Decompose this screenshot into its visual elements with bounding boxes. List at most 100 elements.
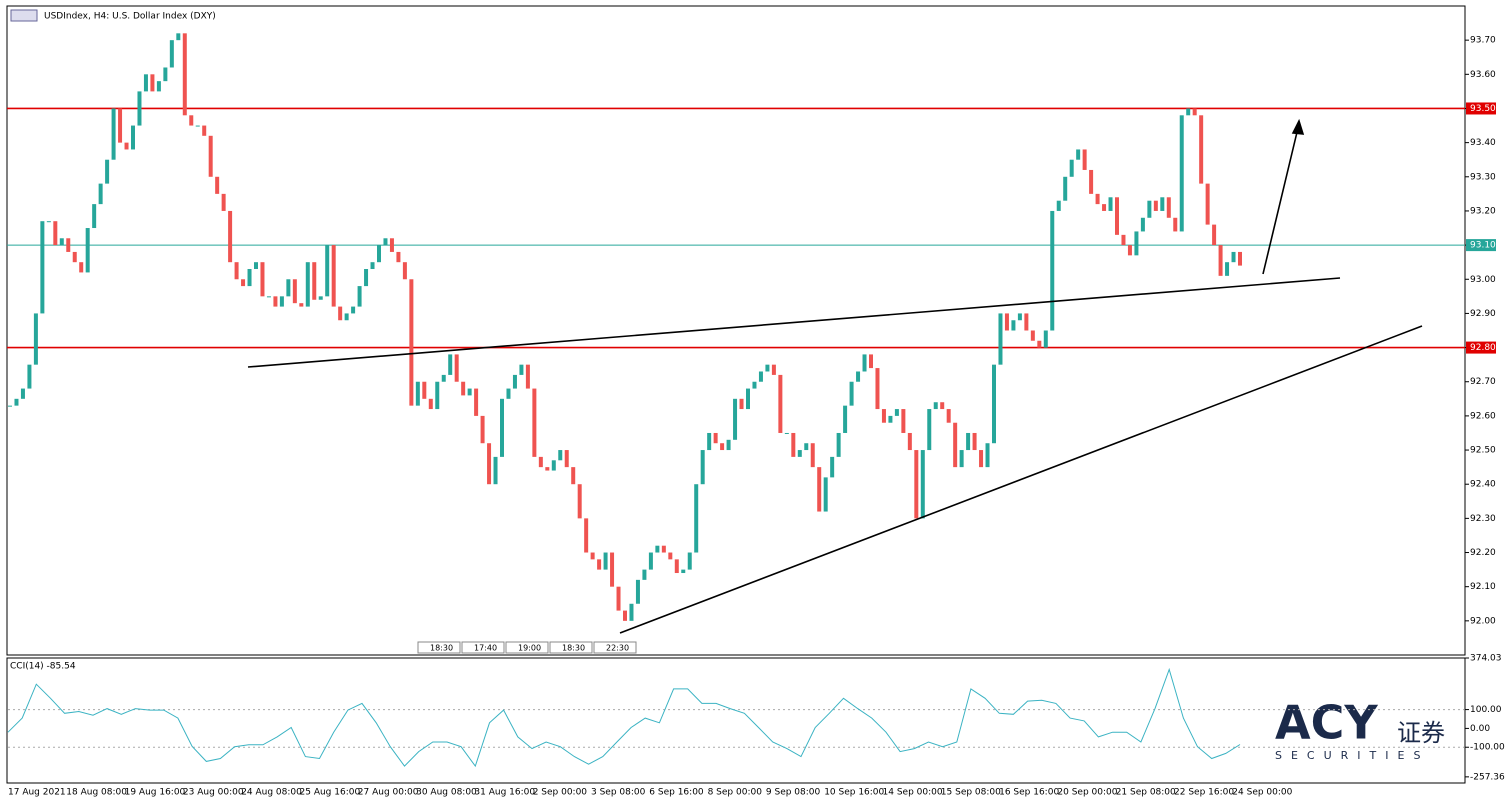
candle [869,354,873,369]
candle [454,354,459,382]
candle [305,262,310,307]
candle [629,603,634,621]
candle [843,405,848,433]
candle [389,238,394,252]
candle [1024,313,1029,331]
candle [914,450,919,519]
candle [1089,169,1094,194]
y-tick-label: 93.30 [1470,172,1496,182]
x-tick-label: 24 Aug 08:00 [241,788,302,798]
candle [1017,313,1022,321]
candle [286,279,291,297]
candle [856,371,861,382]
candle [810,443,815,468]
chart-icon [10,9,38,22]
cci-line [7,667,1241,768]
candle [830,456,835,478]
y-tick-label: 92.90 [1470,309,1496,319]
candle [474,388,479,416]
candle [241,279,246,287]
candle [234,262,239,280]
candle [551,460,556,471]
x-tick-label: 20 Sep 00:00 [1057,788,1117,798]
candle [331,245,336,307]
time-marker-box [593,641,637,654]
candle [1160,197,1165,211]
x-tick-label: 2 Sep 00:00 [533,788,588,798]
candle [254,262,258,270]
candle [1238,251,1242,266]
level-tag [1466,239,1496,252]
candle [1095,193,1100,205]
candle [169,40,174,68]
candle [894,409,899,416]
candle [836,432,841,457]
candle [623,610,627,621]
time-marker: 19:00 [518,644,541,653]
candle [1199,115,1204,184]
candle [279,296,284,307]
candle [784,432,789,434]
candle [487,443,492,485]
level-tag [1466,102,1496,115]
candle [260,262,265,297]
candle [480,415,485,444]
level-tag [1466,341,1496,354]
candle [791,432,796,457]
candle [396,251,401,263]
logo-sub: SECURITIES [1275,749,1429,762]
x-tick-label: 10 Sep 16:00 [824,788,884,798]
candle [733,398,738,440]
candle [920,450,925,519]
candle [370,262,375,270]
candle [266,296,271,298]
level-label: 93.50 [1470,104,1496,114]
x-tick-label: 21 Sep 08:00 [1116,788,1176,798]
y-tick-label: 93.40 [1470,138,1496,148]
time-marker: 22:30 [606,644,629,653]
candle [1076,149,1081,160]
candle [506,388,511,399]
candle [441,374,446,382]
candle [558,450,563,461]
candle [953,422,958,468]
y-tick-label: 92.10 [1470,582,1496,592]
trendline [619,325,1423,634]
candle [862,354,867,372]
candle [681,569,686,574]
candle [946,409,951,423]
candle [888,415,893,423]
y-tick-label: 92.70 [1470,377,1496,387]
candle [124,142,129,150]
candle [817,467,822,512]
candle [377,245,381,263]
candle [422,381,427,399]
candle [1004,313,1009,331]
candle [33,313,38,365]
y-tick-label: 93.00 [1470,275,1496,285]
candle [1134,231,1139,256]
candle [765,364,770,372]
candle [881,409,886,423]
time-marker-box [549,641,593,654]
candle [778,374,783,433]
candle [500,398,504,457]
candle [137,91,142,126]
candle [221,193,226,211]
candle [402,262,407,280]
candle [720,443,725,451]
x-tick-label: 9 Sep 08:00 [766,788,821,798]
x-tick-label: 3 Sep 08:00 [591,788,646,798]
candle [461,381,466,396]
candle [966,432,971,451]
candle [215,176,220,194]
candle [590,552,595,560]
x-tick-label: 15 Sep 08:00 [941,788,1001,798]
x-tick-label: 31 Aug 16:00 [474,788,535,798]
candle [85,228,90,273]
candle [118,108,123,143]
candle [603,552,608,570]
level-label: 93.10 [1470,241,1496,251]
candle [849,381,854,406]
candle [208,135,213,177]
